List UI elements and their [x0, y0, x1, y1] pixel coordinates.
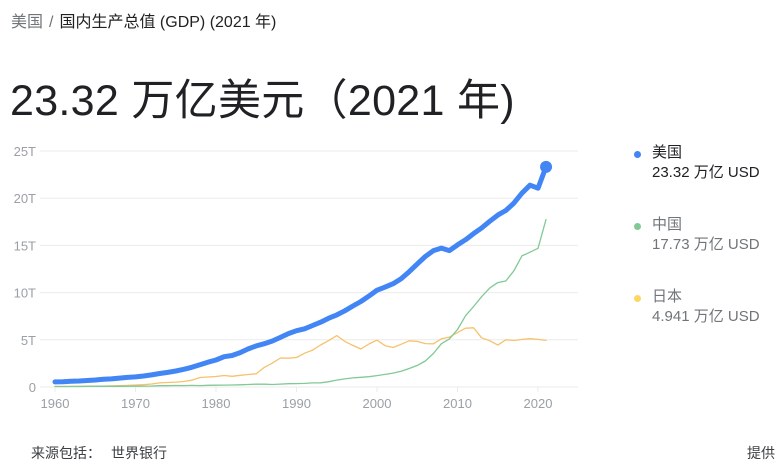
y-tick-label: 0 [29, 380, 36, 395]
chart-gridlines [40, 150, 578, 392]
y-tick-label: 15T [14, 238, 36, 253]
source-attribution: 来源包括： 世界银行 [31, 443, 167, 463]
breadcrumb: 美国 / 国内生产总值 (GDP) (2021 年) [11, 8, 276, 32]
x-tick-label: 2010 [443, 396, 472, 411]
y-axis-labels: 0 5T 10T 15T 20T 25T [14, 144, 36, 395]
legend-value: 17.73 万亿 USD [652, 236, 760, 253]
y-tick-label: 10T [14, 286, 36, 301]
provided-by-label: 提供 [747, 445, 775, 461]
headline-value: 23.32 万亿美元（2021 年) [10, 77, 515, 125]
breadcrumb-country-link[interactable]: 美国 [11, 14, 44, 31]
y-tick-label: 5T [21, 333, 36, 348]
legend-value: 4.941 万亿 USD [652, 308, 760, 325]
breadcrumb-current: 国内生产总值 (GDP) (2021 年) [59, 14, 277, 31]
legend-value: 23.32 万亿 USD [652, 164, 760, 181]
legend-name: 中国 [652, 216, 683, 233]
y-tick-label: 20T [14, 191, 36, 206]
x-tick-label: 1960 [41, 396, 70, 411]
y-tick-label: 25T [14, 144, 36, 159]
china-series-dot-icon [634, 223, 641, 230]
x-tick-label: 2000 [363, 396, 392, 411]
source-link-world-bank[interactable]: 世界银行 [111, 445, 167, 461]
japan-series-dot-icon [634, 295, 641, 302]
x-axis-labels: 1960 1970 1980 1990 2000 2010 2020 [41, 396, 553, 411]
x-tick-label: 1970 [121, 396, 150, 411]
x-tick-label: 1980 [202, 396, 231, 411]
source-label: 来源包括： [31, 445, 101, 461]
x-tick-label: 1990 [282, 396, 311, 411]
us-series-dot-icon [634, 151, 641, 158]
legend-name: 美国 [652, 144, 683, 161]
us-latest-point-marker[interactable] [540, 160, 553, 173]
chart-series [52, 160, 553, 388]
us-gdp-line [52, 164, 549, 385]
gdp-line-chart[interactable]: 0 5T 10T 15T 20T 25T 1960 1970 1980 1990 2000 2010… [0, 140, 600, 415]
china-gdp-line [54, 218, 547, 388]
japan-gdp-line [54, 327, 547, 388]
legend-name: 日本 [652, 288, 683, 305]
x-tick-label: 2020 [524, 396, 553, 411]
breadcrumb-separator: / [49, 14, 54, 31]
